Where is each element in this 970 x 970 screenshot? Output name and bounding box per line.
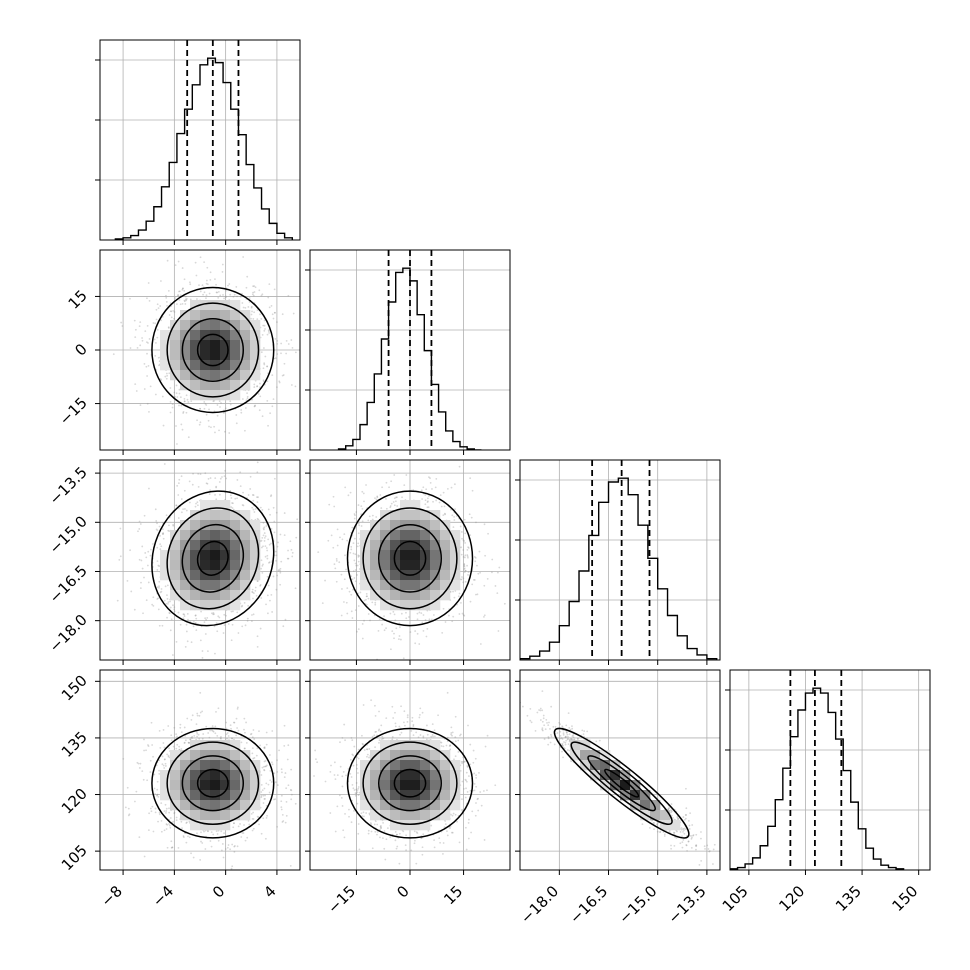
xtick-label-2-1: −16.5 <box>566 882 611 927</box>
density-panel-0-2 <box>99 459 301 661</box>
contour-outer-5 <box>553 727 690 839</box>
xtick-label-1-2: 15 <box>440 882 466 908</box>
contour-outer-3 <box>151 727 275 839</box>
contour-4-2 <box>393 768 427 798</box>
density-frame-3 <box>99 669 301 871</box>
contour-3-0 <box>166 741 260 826</box>
ytick-label-2-1: −16.5 <box>46 562 91 607</box>
ytick-label-3-3: 150 <box>58 671 91 704</box>
histogram-panel-2 <box>515 459 721 661</box>
density-panel-0-1 <box>99 249 301 451</box>
ytick-label-2-0: −18.0 <box>46 611 91 656</box>
density-frame-1 <box>99 459 301 661</box>
density-panel-1-3 <box>309 669 511 871</box>
contour-0-1 <box>181 318 245 382</box>
histogram-panel-3 <box>725 669 931 871</box>
xtick-label-2-2: −15.0 <box>615 882 660 927</box>
contour-1-1 <box>181 524 245 593</box>
contour-1-0 <box>166 507 260 610</box>
contour-4-1 <box>378 755 442 812</box>
xtick-label-3-1: 120 <box>775 882 808 915</box>
histogram-panel-0 <box>95 39 301 241</box>
contour-5-2 <box>604 768 640 798</box>
xtick-label-0-1: −4 <box>149 882 177 910</box>
xtick-label-3-0: 105 <box>719 882 752 915</box>
density-panel-0-3 <box>99 669 301 871</box>
scatter-points-1 <box>116 460 299 659</box>
contour-3-2 <box>196 768 229 798</box>
density-cells-4 <box>360 740 461 831</box>
xtick-label-1-0: −15 <box>324 882 359 917</box>
ytick-label-3-2: 135 <box>58 728 91 761</box>
contour-1-2 <box>196 540 229 576</box>
contour-outer-2 <box>346 490 474 627</box>
xtick-label-3-3: 150 <box>889 882 922 915</box>
scatter-points-3 <box>122 691 297 870</box>
histogram-step-2 <box>520 477 718 660</box>
contour-5-1 <box>587 755 656 812</box>
contour-2-0 <box>362 507 458 610</box>
density-frame-5 <box>519 669 721 871</box>
contour-2-1 <box>378 523 442 593</box>
ytick-label-1-2: 15 <box>65 287 91 313</box>
contour-outer-0 <box>151 286 275 414</box>
xtick-label-2-3: −13.5 <box>664 882 709 927</box>
histogram-step-1 <box>337 267 482 450</box>
contour-0-0 <box>166 302 260 398</box>
histogram-frame-2 <box>519 459 721 661</box>
density-cells-1 <box>160 500 261 611</box>
density-cells-2 <box>360 500 461 611</box>
ytick-label-1-1: 0 <box>71 340 90 359</box>
xtick-label-0-0: −8 <box>98 882 126 910</box>
xtick-label-0-3: 4 <box>260 882 279 901</box>
contour-2-2 <box>393 540 427 576</box>
histogram-step-3 <box>730 687 905 870</box>
ytick-label-1-0: −15 <box>56 394 91 429</box>
histogram-frame-3 <box>729 669 931 871</box>
histogram-step-0 <box>114 57 294 240</box>
contour-outer-1 <box>151 490 275 627</box>
ytick-label-2-3: −13.5 <box>46 463 91 508</box>
histogram-panel-1 <box>305 249 511 451</box>
density-cells-5 <box>570 740 681 831</box>
contour-outer-4 <box>346 727 474 839</box>
contour-0-2 <box>196 333 229 367</box>
ytick-label-2-2: −15.0 <box>46 512 91 557</box>
xtick-label-3-2: 135 <box>832 882 865 915</box>
histogram-frame-0 <box>99 39 301 241</box>
xtick-label-2-0: −18.0 <box>517 882 562 927</box>
contour-5-0 <box>570 741 673 825</box>
contour-3-1 <box>181 755 245 812</box>
density-cells-0 <box>160 300 261 401</box>
density-panel-1-2 <box>309 459 511 661</box>
xtick-label-0-2: 0 <box>209 882 228 901</box>
ytick-label-3-1: 120 <box>58 785 91 818</box>
panels-layer <box>95 39 931 871</box>
contour-4-0 <box>362 741 458 826</box>
density-panel-2-3 <box>519 669 721 871</box>
ytick-label-3-0: 105 <box>58 841 91 874</box>
xtick-label-1-1: 0 <box>393 882 412 901</box>
